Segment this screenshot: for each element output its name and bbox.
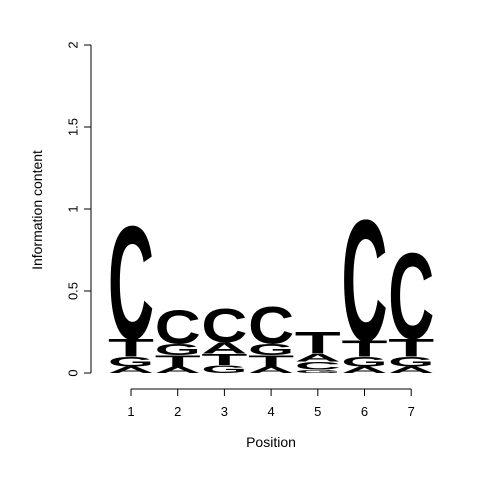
logo-letter-G: G [155, 341, 201, 359]
logo-letter-A: A [201, 339, 247, 357]
x-tick-label: 1 [127, 404, 134, 419]
svg-text:G: G [201, 363, 247, 376]
x-tick-label: 4 [267, 404, 274, 419]
logo-letter-A: A [248, 365, 294, 375]
logo-letter-T: T [295, 325, 341, 360]
logo-letter-A: A [108, 365, 154, 375]
logo-letter-A: A [295, 351, 341, 364]
x-axis-title: Position [246, 434, 296, 450]
logo-letter-G: G [295, 369, 341, 374]
logo-letter-T: T [342, 336, 388, 361]
y-tick-label: 0 [66, 369, 81, 376]
svg-text:A: A [201, 339, 247, 357]
svg-text:T: T [248, 352, 294, 370]
logo-letter-A: A [342, 365, 388, 375]
x-axis: 1 2 3 4 5 6 7 [127, 388, 415, 419]
svg-text:T: T [201, 350, 247, 368]
svg-text:C: C [248, 297, 294, 355]
logo-letter-T: T [388, 334, 434, 362]
logo-letter-A: A [155, 365, 201, 375]
svg-text:A: A [388, 365, 434, 375]
y-tick-label: 1 [66, 205, 81, 212]
x-tick-label: 7 [408, 404, 415, 419]
svg-text:G: G [108, 354, 154, 369]
svg-text:T: T [155, 352, 201, 370]
logo-letter-C: C [388, 227, 434, 365]
y-axis: 0 0.5 1 1.5 2 [66, 41, 92, 377]
logo-letter-T: T [201, 350, 247, 368]
logo-letter-C: C [248, 297, 294, 355]
svg-text:C: C [155, 300, 201, 354]
svg-text:G: G [248, 341, 294, 359]
y-tick-label: 0.5 [66, 282, 81, 300]
logo-letter-G: G [248, 341, 294, 359]
logo-letter-C: C [201, 299, 247, 353]
svg-text:T: T [108, 334, 154, 362]
logo-letter-C: C [295, 360, 341, 373]
svg-text:C: C [108, 194, 154, 374]
svg-text:G: G [342, 354, 388, 369]
logo-letter-T: T [155, 352, 201, 370]
logo-letter-G: G [388, 354, 434, 369]
x-tick-label: 5 [314, 404, 321, 419]
svg-text:A: A [155, 365, 201, 375]
svg-text:A: A [295, 351, 341, 364]
logo-letter-A: A [388, 365, 434, 375]
x-tick-label: 6 [361, 404, 368, 419]
svg-text:T: T [342, 336, 388, 361]
y-axis-title: Information content [29, 150, 45, 270]
logo-letter-C: C [342, 184, 388, 378]
logo-letter-C: C [108, 194, 154, 374]
logo-letter-G: G [342, 354, 388, 369]
y-tick-label: 1.5 [66, 118, 81, 136]
y-tick-label: 2 [66, 41, 81, 48]
x-tick-label: 3 [221, 404, 228, 419]
logo-letter-T: T [108, 334, 154, 362]
logo-letter-C: C [155, 300, 201, 354]
svg-text:C: C [342, 184, 388, 378]
svg-text:G: G [155, 341, 201, 359]
svg-text:A: A [342, 365, 388, 375]
svg-text:G: G [295, 369, 341, 374]
logo-letter-G: G [108, 354, 154, 369]
logo-letter-T: T [248, 352, 294, 370]
logo-letter-G: G [201, 363, 247, 376]
svg-text:A: A [108, 365, 154, 375]
svg-text:G: G [388, 354, 434, 369]
svg-text:C: C [295, 360, 341, 373]
svg-text:C: C [388, 227, 434, 365]
svg-text:T: T [388, 334, 434, 362]
x-tick-label: 2 [174, 404, 181, 419]
svg-text:C: C [201, 299, 247, 353]
svg-text:A: A [248, 365, 294, 375]
svg-text:T: T [295, 325, 341, 360]
